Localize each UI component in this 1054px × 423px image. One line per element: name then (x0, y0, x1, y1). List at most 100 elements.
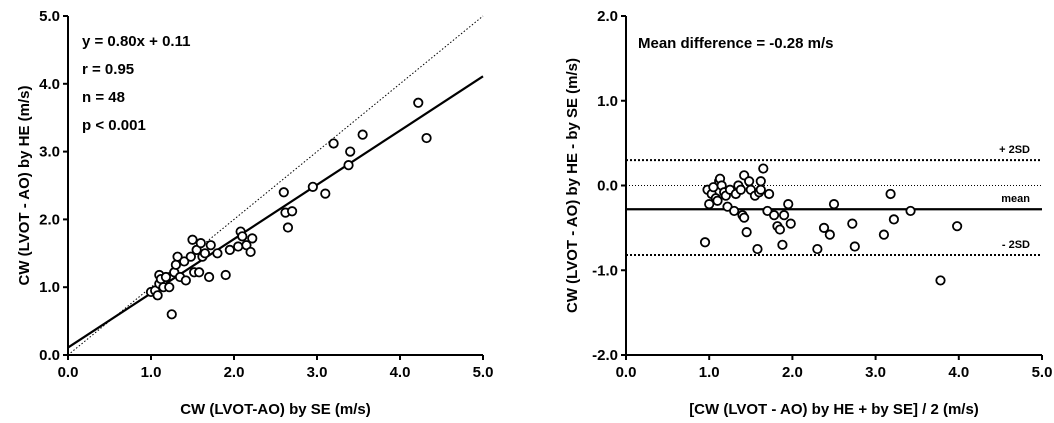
x-tick-label: 3.0 (865, 364, 886, 381)
left-y-tick-labels: 0.0 1.0 2.0 3.0 4.0 5.0 (39, 8, 60, 364)
data-point (357, 129, 368, 140)
data-point (224, 244, 235, 256)
right-bland-altman-panel: 0.0 1.0 2.0 3.0 4.0 5.0 -2.0 -1.0 0.0 1.0 2.0 + 2… (564, 8, 1052, 418)
data-point (818, 222, 830, 233)
right-axes (621, 15, 1043, 360)
data-point (768, 210, 780, 221)
y-tick-label: 4.0 (39, 76, 60, 93)
data-point (712, 195, 723, 206)
data-point (778, 210, 790, 221)
data-point (812, 243, 823, 255)
data-point (952, 221, 963, 232)
data-point (824, 229, 835, 240)
data-point (247, 233, 258, 244)
data-point (704, 199, 715, 210)
annotation-r: r = 0.95 (82, 61, 134, 78)
data-point (413, 97, 424, 108)
data-point (744, 176, 755, 187)
data-point (204, 271, 215, 283)
x-tick-label: 2.0 (224, 364, 245, 381)
data-point (774, 224, 786, 235)
left-scatter-panel: 0.0 1.0 2.0 3.0 4.0 5.0 0.0 1.0 2.0 3.0 4.0 5.0 CW… (16, 8, 493, 418)
data-point (741, 227, 752, 238)
x-tick-label: 0.0 (58, 364, 79, 381)
annotation-equation: y = 0.80x + 0.11 (82, 33, 190, 50)
left-x-axis-label: CW (LVOT-AO) by SE (m/s) (180, 401, 371, 418)
data-point (849, 241, 860, 252)
x-tick-label: 5.0 (473, 364, 494, 381)
annotation-n: n = 48 (82, 89, 125, 106)
data-point (199, 248, 211, 259)
y-tick-label: 1.0 (597, 93, 618, 110)
data-point (187, 234, 198, 245)
data-point (205, 240, 216, 251)
data-point (752, 243, 763, 255)
y-tick-label: 3.0 (39, 144, 60, 161)
data-point (278, 187, 289, 198)
data-point (320, 188, 331, 199)
data-point (735, 184, 746, 195)
x-tick-label: 5.0 (1032, 364, 1053, 381)
y-tick-label: 0.0 (597, 178, 618, 195)
data-point (729, 205, 740, 217)
y-tick-label: -1.0 (592, 262, 618, 279)
y-tick-label: -2.0 (592, 347, 618, 364)
regression-line (67, 75, 484, 349)
data-point (699, 237, 711, 248)
data-point (170, 259, 181, 270)
data-point (758, 163, 769, 174)
data-point (166, 309, 177, 320)
data-point (777, 239, 788, 250)
right-x-axis-label: [CW (LVOT - AO) by HE + by SE] / 2 (m/s) (689, 401, 979, 418)
data-point (307, 181, 318, 192)
data-point (152, 290, 163, 301)
data-point (935, 275, 946, 286)
data-point (343, 160, 354, 171)
left-x-tick-labels: 0.0 1.0 2.0 3.0 4.0 5.0 (58, 364, 494, 381)
x-tick-label: 1.0 (141, 364, 162, 381)
y-tick-label: 0.0 (39, 347, 60, 364)
data-point (785, 218, 796, 229)
annotation-p: p < 0.001 (82, 117, 146, 134)
reference-line-labels: + 2SD mean - 2SD (999, 144, 1030, 251)
y-tick-label: 5.0 (39, 8, 60, 25)
right-x-tick-labels: 0.0 1.0 2.0 3.0 4.0 5.0 (616, 364, 1053, 381)
reference-line-label: - 2SD (1002, 239, 1030, 251)
data-point (212, 248, 223, 259)
data-point (755, 184, 766, 195)
data-point (233, 241, 244, 252)
data-point (739, 212, 750, 223)
data-point (345, 146, 356, 157)
data-point (194, 267, 205, 278)
data-point (755, 176, 766, 187)
x-tick-label: 3.0 (307, 364, 328, 381)
data-point (328, 138, 339, 149)
data-point (220, 269, 231, 281)
right-y-tick-labels: -2.0 -1.0 0.0 1.0 2.0 (592, 8, 618, 364)
y-tick-label: 2.0 (597, 8, 618, 25)
data-point (164, 282, 175, 293)
y-tick-label: 2.0 (39, 211, 60, 228)
data-point (878, 229, 890, 240)
data-point (783, 199, 794, 210)
data-point (179, 256, 190, 267)
left-axes (63, 15, 484, 360)
data-point (282, 222, 294, 233)
right-y-axis-label: CW (LVOT - AO) by HE - by SE (m/s) (564, 58, 581, 313)
data-point (180, 275, 191, 286)
reference-line-label: + 2SD (999, 144, 1030, 156)
x-tick-label: 1.0 (699, 364, 720, 381)
data-point (245, 246, 256, 258)
x-tick-label: 4.0 (390, 364, 411, 381)
left-y-axis-label: CW (LVOT - AO) by HE (m/s) (16, 86, 33, 286)
data-point (885, 188, 896, 200)
data-point (195, 238, 206, 249)
annotation-mean-difference: Mean difference = -0.28 m/s (638, 35, 834, 52)
data-point (172, 251, 183, 262)
data-point (888, 214, 900, 225)
data-point (828, 199, 840, 210)
data-point (421, 132, 432, 144)
data-point (160, 271, 172, 283)
data-point (905, 205, 916, 217)
